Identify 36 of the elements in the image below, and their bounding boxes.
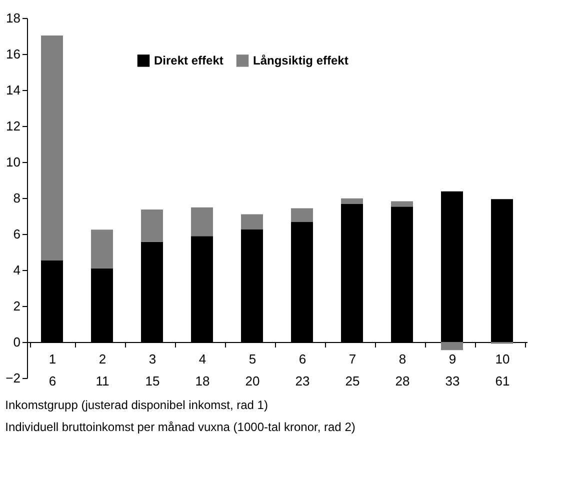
bar bbox=[491, 199, 513, 342]
x-tick-label: 9 33 bbox=[445, 352, 460, 388]
legend-label: Direkt effekt bbox=[154, 54, 224, 68]
y-tick-label: 0 bbox=[13, 334, 20, 350]
y-tick-label: 6 bbox=[13, 226, 20, 242]
x-tick-label: 3 15 bbox=[145, 352, 160, 388]
bar bbox=[391, 201, 413, 207]
bar bbox=[441, 191, 463, 342]
y-tick-label: 10 bbox=[6, 154, 20, 170]
bar bbox=[341, 198, 363, 204]
x-tick-label: 4 18 bbox=[195, 352, 210, 388]
y-tick-label: 16 bbox=[6, 46, 20, 62]
bar bbox=[441, 342, 463, 350]
bar bbox=[141, 210, 163, 242]
x-tick-label: 10 61 bbox=[495, 352, 510, 388]
bar bbox=[241, 214, 263, 230]
text: Inkomstgrupp (justerad disponibel inkomst, rad 1) bbox=[5, 398, 268, 412]
y-tick-label: 14 bbox=[6, 82, 20, 98]
x-tick-label: 7 25 bbox=[345, 352, 360, 388]
x-tick-label: 2 11 bbox=[96, 352, 110, 388]
y-tick-label: 4 bbox=[13, 262, 20, 278]
y-tick-label: 12 bbox=[6, 118, 20, 134]
x-tick-label: 6 23 bbox=[295, 352, 310, 388]
text: Individuell bruttoinkomst per månad vuxna (1000-tal kronor, rad 2) bbox=[5, 420, 356, 434]
bar bbox=[41, 35, 63, 260]
x-tick-label: 5 20 bbox=[245, 352, 260, 388]
bar bbox=[191, 207, 213, 236]
legend-label: Långsiktig effekt bbox=[253, 54, 348, 68]
y-tick-label: 18 bbox=[6, 10, 20, 26]
y-tick-label: 2 bbox=[13, 298, 20, 314]
bar bbox=[91, 230, 113, 268]
bar bbox=[291, 208, 313, 222]
y-tick-label: 8 bbox=[13, 190, 20, 206]
x-tick-label: 8 28 bbox=[395, 352, 410, 388]
y-tick-label: −2 bbox=[6, 370, 20, 386]
x-tick-label: 1 6 bbox=[48, 352, 56, 388]
